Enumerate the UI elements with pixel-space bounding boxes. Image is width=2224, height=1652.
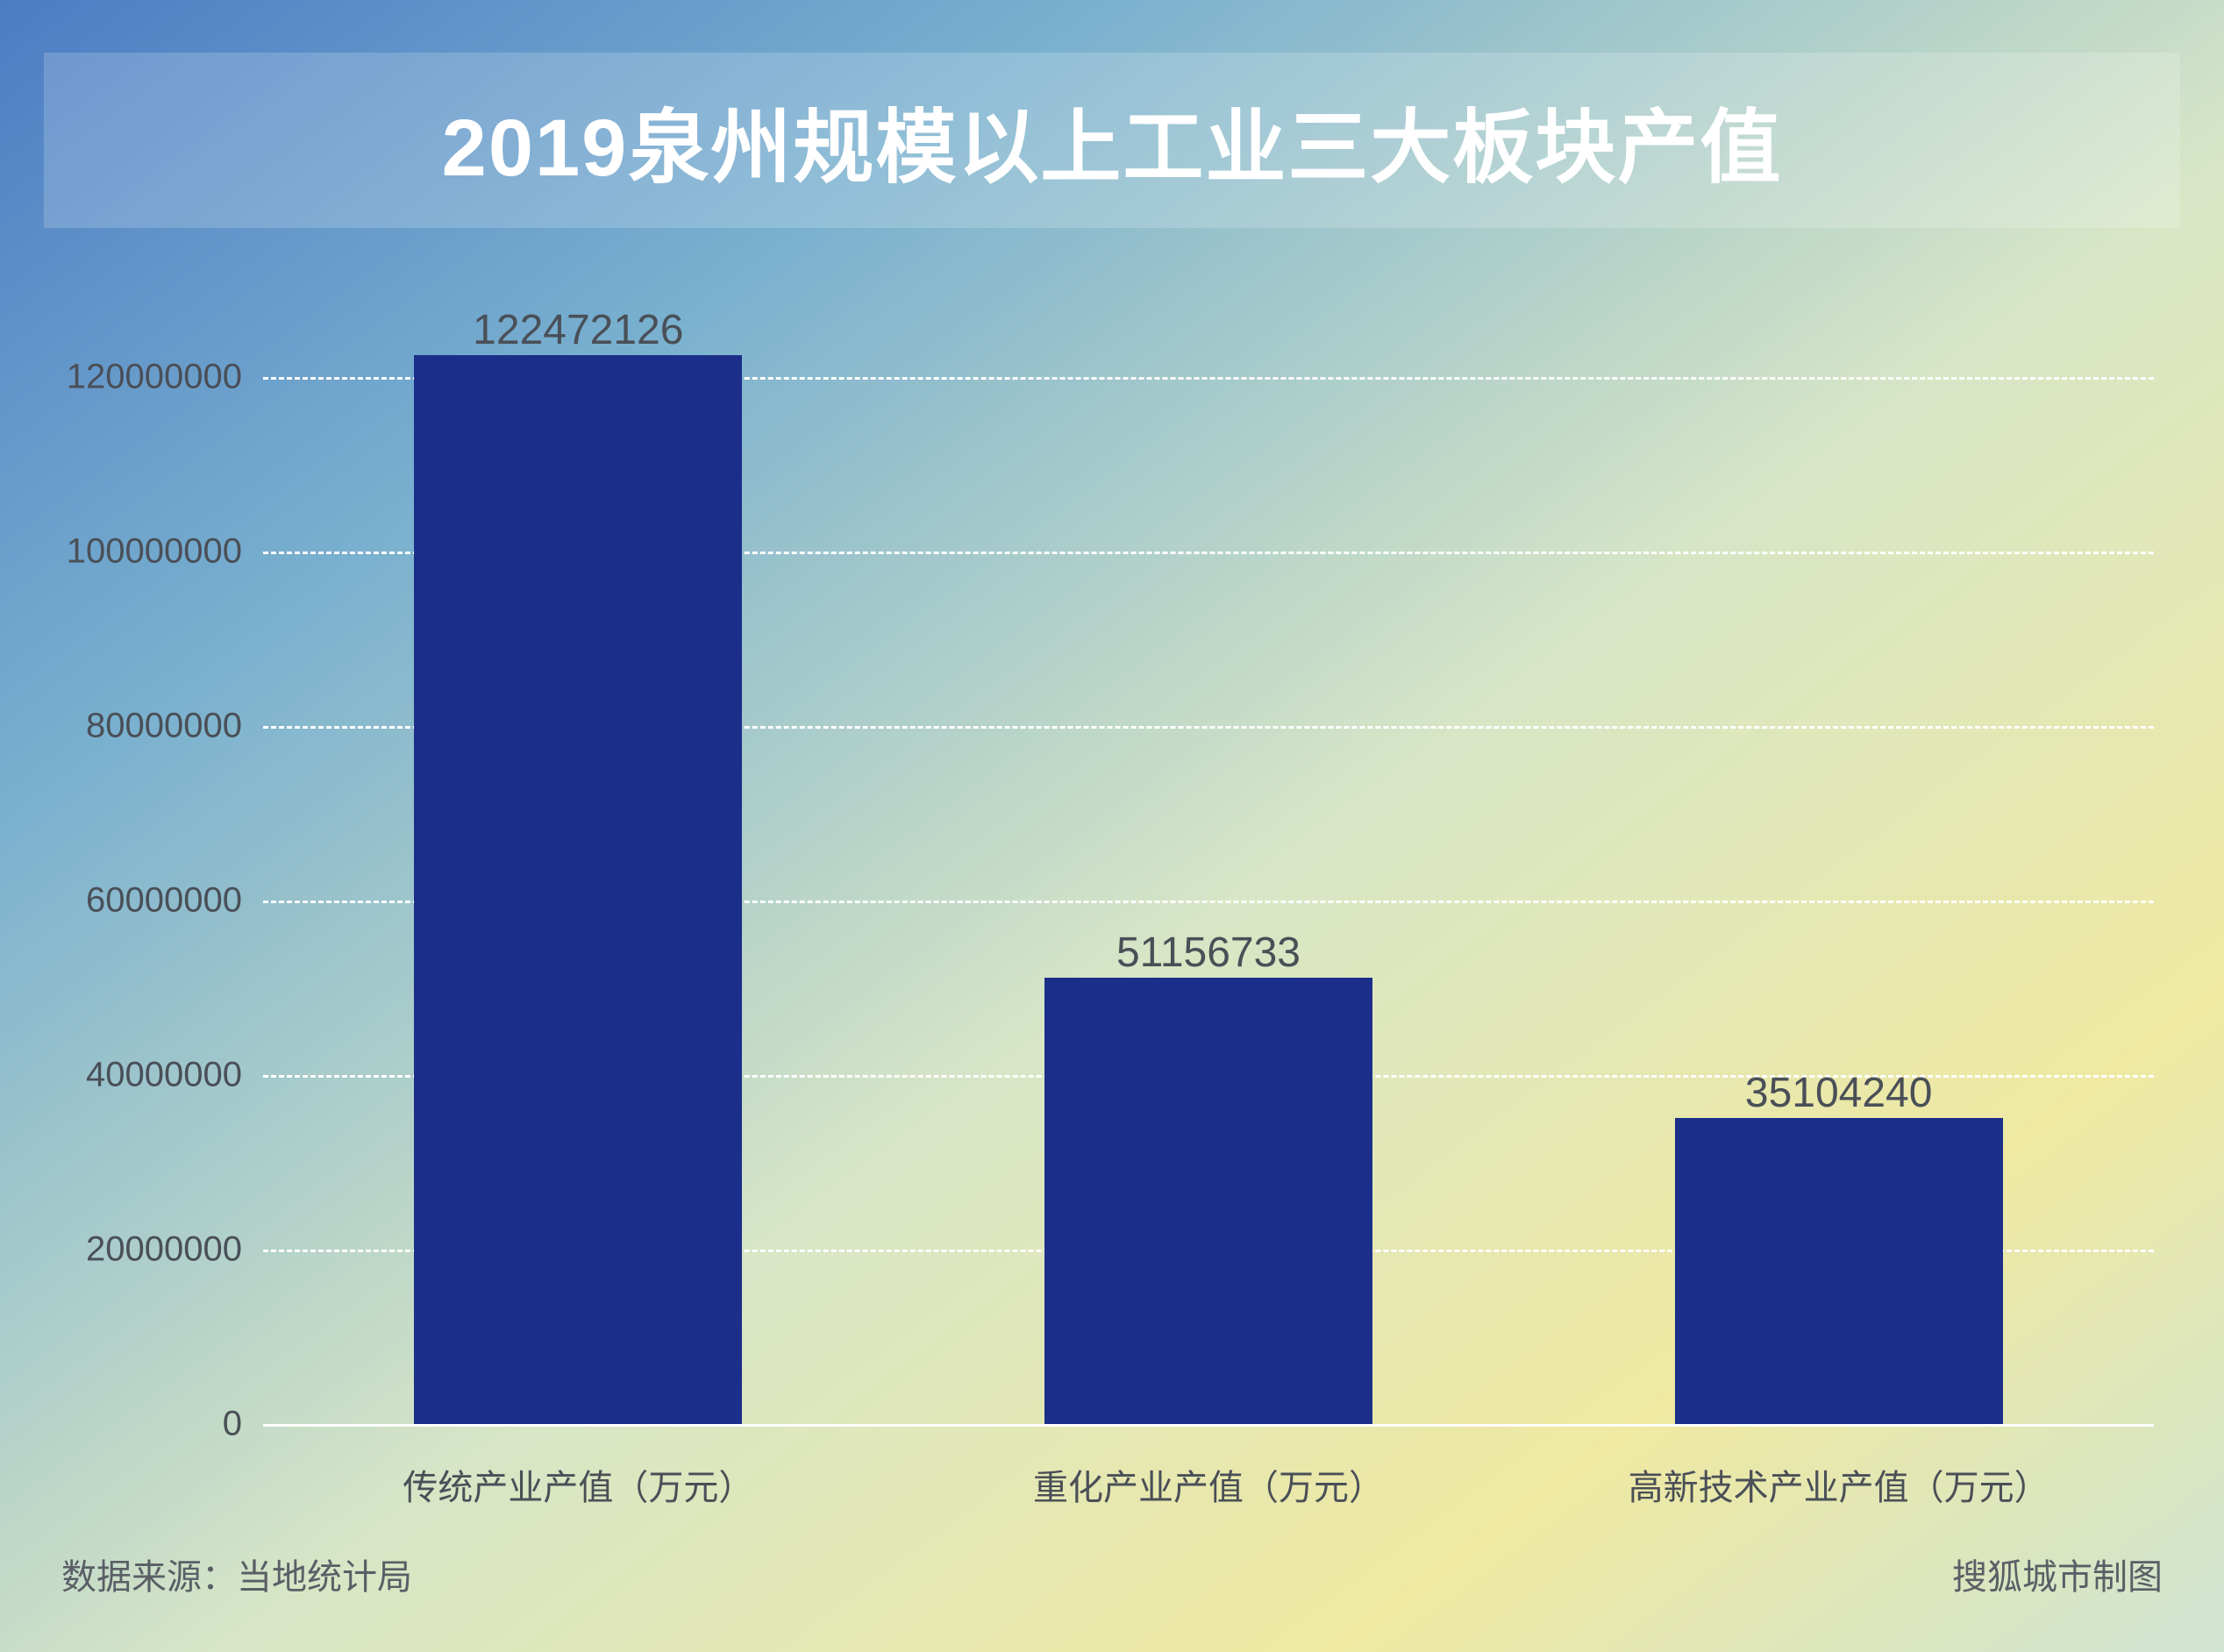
bar-value-label: 35104240 — [1745, 1069, 1933, 1117]
ytick-label: 0 — [223, 1405, 242, 1444]
bar-value-label: 51156733 — [1116, 929, 1301, 977]
xtick-label: 高新技术产业产值（万元） — [1629, 1459, 2049, 1510]
bar: 122472126 — [414, 355, 742, 1424]
ytick-label: 100000000 — [67, 531, 242, 571]
bar-value-label: 122472126 — [473, 306, 683, 354]
axis-baseline — [263, 1424, 2154, 1427]
bar: 35104240 — [1675, 1118, 2003, 1424]
xtick-label: 传统产业产值（万元） — [403, 1459, 753, 1510]
ytick-label: 80000000 — [86, 706, 242, 745]
footer-source: 数据来源：当地统计局 — [61, 1549, 412, 1599]
chart-title: 2019泉州规模以上工业三大板块产值 — [442, 82, 1783, 199]
ytick-label: 40000000 — [86, 1055, 242, 1094]
title-banner: 2019泉州规模以上工业三大板块产值 — [44, 53, 2180, 228]
footer-credit: 搜狐城市制图 — [1952, 1549, 2163, 1599]
ytick-label: 60000000 — [86, 880, 242, 920]
chart-container: 2019泉州规模以上工业三大板块产值 020000000400000006000… — [0, 0, 2224, 1652]
plot-area: 0200000004000000060000000800000001000000… — [263, 289, 2154, 1424]
xtick-label: 重化产业产值（万元） — [1033, 1459, 1384, 1510]
ytick-label: 20000000 — [86, 1229, 242, 1269]
ytick-label: 120000000 — [67, 357, 242, 396]
bar: 51156733 — [1044, 978, 1372, 1424]
